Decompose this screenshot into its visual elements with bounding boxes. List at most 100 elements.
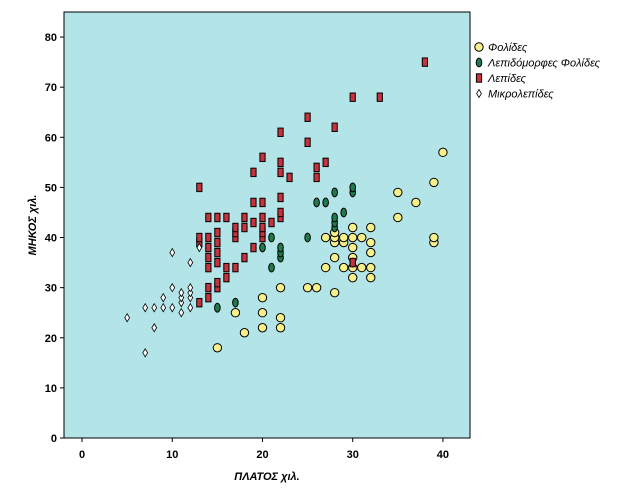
data-point: [348, 242, 358, 253]
data-point: [214, 212, 221, 223]
data-point: [169, 282, 176, 293]
data-point: [250, 217, 257, 228]
data-point: [151, 322, 158, 333]
data-point: [259, 222, 266, 233]
data-point: [214, 277, 221, 288]
x-tick-label: 0: [79, 449, 85, 461]
data-point: [259, 212, 266, 223]
data-point: [196, 182, 203, 193]
x-axis-title: ΠΛΑΤΟΣ χιλ.: [234, 471, 299, 483]
data-point: [277, 242, 284, 253]
data-point: [187, 282, 194, 293]
data-point: [259, 242, 266, 253]
data-point: [142, 302, 149, 313]
data-point: [340, 207, 347, 218]
data-point: [286, 172, 293, 183]
data-point: [205, 232, 212, 243]
data-point: [320, 232, 331, 243]
data-point: [366, 272, 376, 283]
data-point: [331, 212, 338, 223]
data-point: [376, 92, 383, 102]
data-point: [275, 313, 286, 323]
data-point: [205, 292, 212, 303]
data-point: [421, 57, 428, 67]
data-point: [169, 302, 176, 313]
data-point: [187, 287, 194, 298]
data-point: [178, 307, 185, 318]
data-point: [151, 302, 158, 313]
legend-symbol: [476, 88, 482, 99]
y-axis-title: ΜΗΚΟΣ χιλ.: [27, 195, 39, 256]
data-point: [124, 312, 131, 323]
data-point: [275, 282, 286, 293]
data-point: [205, 212, 212, 223]
data-point: [329, 252, 340, 263]
data-point: [187, 302, 194, 313]
data-point: [313, 197, 320, 208]
legend-entry: Φολίδες: [488, 42, 528, 54]
legend-entry: Λεπίδες: [487, 73, 527, 85]
data-point: [348, 272, 358, 283]
data-point: [187, 257, 194, 268]
y-tick-label: 50: [45, 182, 57, 194]
data-point: [259, 152, 266, 163]
data-point: [250, 167, 257, 178]
data-point: [366, 222, 376, 233]
data-point: [178, 292, 185, 303]
y-tick-label: 10: [45, 383, 57, 395]
data-point: [257, 308, 268, 318]
data-point: [304, 232, 311, 243]
data-point: [214, 302, 221, 313]
x-tick-label: 10: [166, 449, 178, 461]
data-point: [277, 167, 284, 178]
data-point: [329, 287, 340, 298]
x-tick-label: 40: [437, 449, 449, 461]
y-tick-label: 70: [45, 82, 57, 94]
data-point: [268, 232, 275, 243]
data-point: [214, 227, 221, 238]
data-point: [331, 187, 338, 198]
data-point: [322, 157, 329, 168]
data-point: [393, 187, 403, 198]
plot-area: [63, 11, 471, 439]
data-point: [357, 232, 367, 243]
data-point: [259, 197, 266, 208]
data-point: [268, 217, 275, 228]
data-point: [250, 197, 257, 208]
data-point: [169, 247, 176, 258]
legend-symbol: [475, 73, 483, 83]
legend-entry: Λεπιδόμορφες Φολίδες: [487, 58, 601, 70]
data-point: [196, 242, 203, 253]
data-point: [275, 323, 286, 333]
y-tick-label: 40: [45, 233, 57, 245]
data-point: [277, 207, 284, 218]
x-tick-label: 30: [347, 449, 359, 461]
data-point: [205, 242, 212, 253]
data-point: [230, 308, 241, 318]
data-point: [239, 328, 250, 338]
data-point: [160, 292, 167, 303]
data-point: [348, 222, 358, 233]
y-tick-label: 0: [51, 433, 57, 445]
legend-entry: Μικρολεπίδες: [488, 89, 554, 101]
data-point: [178, 287, 185, 298]
data-point: [357, 262, 367, 273]
data-point: [223, 262, 230, 273]
data-point: [313, 162, 320, 173]
data-point: [196, 232, 203, 243]
data-point: [232, 262, 239, 273]
data-point: [205, 282, 212, 293]
data-point: [349, 257, 356, 268]
data-point: [349, 182, 357, 193]
data-point: [241, 212, 248, 223]
x-axis: 0 10 20 30 40: [79, 438, 449, 461]
y-tick-label: 20: [45, 333, 57, 345]
data-point: [277, 127, 284, 137]
data-point: [160, 302, 167, 313]
data-point: [393, 212, 403, 223]
data-point: [429, 177, 439, 188]
data-point: [277, 192, 284, 203]
x-tick-label: 20: [256, 449, 268, 461]
data-point: [313, 172, 320, 183]
data-point: [320, 262, 331, 273]
